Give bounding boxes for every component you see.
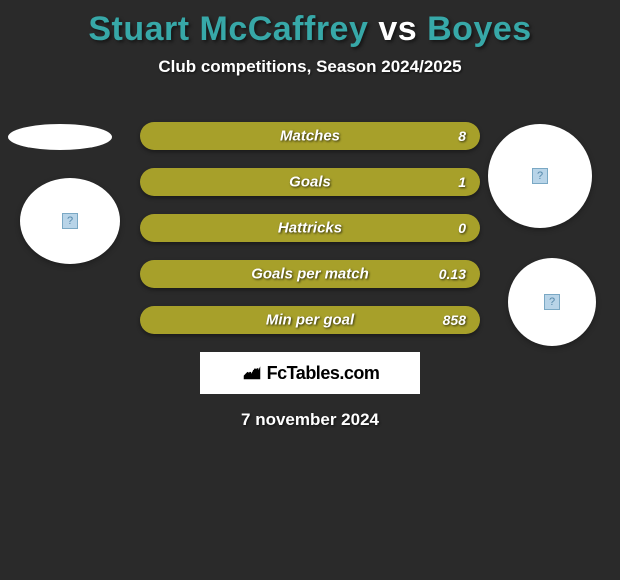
stat-bar: Goals per match 0.13 bbox=[140, 260, 480, 288]
image-placeholder-icon: ? bbox=[544, 294, 560, 310]
stat-value: 8 bbox=[458, 128, 466, 144]
stats-bars: Matches 8 Goals 1 Hattricks 0 Goals per … bbox=[140, 122, 480, 334]
avatar-shadow bbox=[8, 124, 112, 150]
stat-label: Min per goal bbox=[266, 312, 354, 329]
stat-label: Matches bbox=[280, 128, 340, 145]
chart-icon bbox=[241, 360, 267, 387]
stat-value: 858 bbox=[443, 312, 466, 328]
stat-bar: Matches 8 bbox=[140, 122, 480, 150]
player1-name: Stuart McCaffrey bbox=[88, 10, 368, 48]
stat-value: 0 bbox=[458, 220, 466, 236]
player2-avatar: ? bbox=[488, 124, 592, 228]
image-placeholder-icon: ? bbox=[532, 168, 548, 184]
stat-label: Hattricks bbox=[278, 220, 342, 237]
logo-text: FcTables.com bbox=[267, 363, 380, 384]
player2-club-avatar: ? bbox=[508, 258, 596, 346]
date: 7 november 2024 bbox=[0, 410, 620, 430]
vs-text: vs bbox=[378, 10, 417, 48]
player2-name: Boyes bbox=[427, 10, 532, 48]
comparison-title: Stuart McCaffrey vs Boyes bbox=[0, 0, 620, 49]
player1-avatar: ? bbox=[20, 178, 120, 264]
stat-bar: Hattricks 0 bbox=[140, 214, 480, 242]
subtitle: Club competitions, Season 2024/2025 bbox=[0, 57, 620, 77]
stat-bar: Min per goal 858 bbox=[140, 306, 480, 334]
stat-label: Goals bbox=[289, 174, 331, 191]
stat-bar: Goals 1 bbox=[140, 168, 480, 196]
stat-value: 1 bbox=[458, 174, 466, 190]
logo-box: FcTables.com bbox=[200, 352, 420, 394]
image-placeholder-icon: ? bbox=[62, 213, 78, 229]
stat-label: Goals per match bbox=[251, 266, 369, 283]
stat-value: 0.13 bbox=[439, 266, 466, 282]
